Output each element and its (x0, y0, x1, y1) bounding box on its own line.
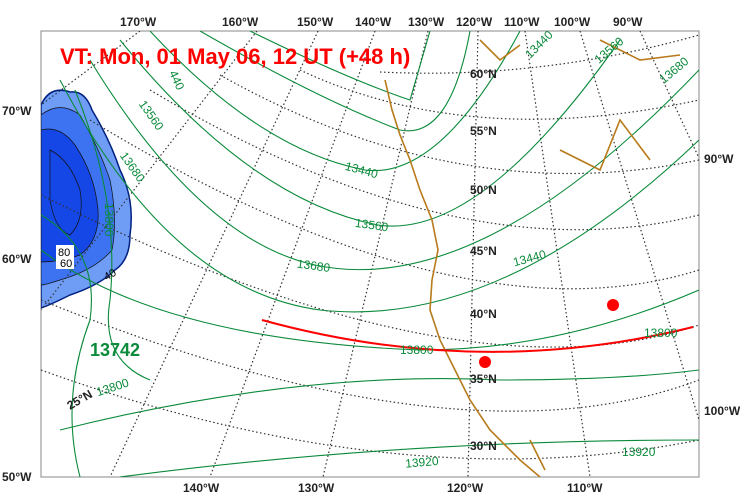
map-label: 150°W (297, 15, 334, 29)
map-label: 13742 (90, 340, 140, 360)
map-label: 170°W (120, 15, 157, 29)
map-label: 90°W (704, 152, 734, 166)
coastline (384, 39, 681, 477)
map-label: 13680 (296, 257, 331, 276)
map-label: 70°W (2, 104, 32, 118)
map-label: 40°N (470, 307, 497, 321)
map-label: 100°W (554, 15, 591, 29)
map-label: 100°W (704, 404, 741, 418)
map-label: 160°W (222, 15, 259, 29)
map-label: 60 (60, 258, 72, 270)
grid-lines (41, 31, 699, 477)
shade-labels: 80 60 40 (56, 245, 119, 283)
map-label: 35°N (470, 372, 497, 386)
trajectory-line (261, 319, 694, 353)
map-label: 140°W (183, 481, 220, 495)
map-label: 13560 (354, 216, 389, 235)
map-label: 45°N (470, 244, 497, 258)
map-label: 50°W (2, 470, 32, 484)
map-label: 110°W (504, 15, 540, 29)
map-label: 120°W (447, 481, 484, 495)
trajectory-point (607, 299, 619, 311)
side-labels: 70°W 60°W 50°W 90°W 100°W (2, 104, 741, 484)
map-label: 120°W (456, 15, 493, 29)
map-label: 90°W (613, 15, 643, 29)
map-label: 30°N (470, 439, 497, 453)
map-label: 13800 (644, 326, 678, 340)
map-label: 140°W (355, 15, 392, 29)
map-label: 40 (102, 267, 119, 284)
map-label: 80 (58, 247, 70, 259)
map-label: 130°W (298, 481, 335, 495)
bottom-lon-labels: 140°W 130°W 120°W 110°W (183, 481, 603, 495)
map-frame (40, 30, 700, 478)
map-label: 13800 (400, 343, 434, 357)
map-label: 60°W (2, 252, 32, 266)
map-label: 55°N (470, 124, 497, 138)
top-lon-labels: 170°W 160°W 150°W 140°W 130°W 120°W 110°… (120, 15, 643, 29)
map-label: 13920 (622, 445, 656, 459)
map-label: 60°N (470, 67, 497, 81)
map-label: 50°N (470, 183, 497, 197)
trajectory-point (479, 356, 491, 368)
map-label: 13920 (405, 454, 440, 471)
valid-time-title: VT: Mon, 01 May 06, 12 UT (+48 h) (60, 44, 410, 69)
map-label: 13800 (102, 203, 116, 237)
height-contours (41, 31, 699, 477)
map-label: 110°W (567, 481, 603, 495)
map-label: 130°W (408, 15, 445, 29)
